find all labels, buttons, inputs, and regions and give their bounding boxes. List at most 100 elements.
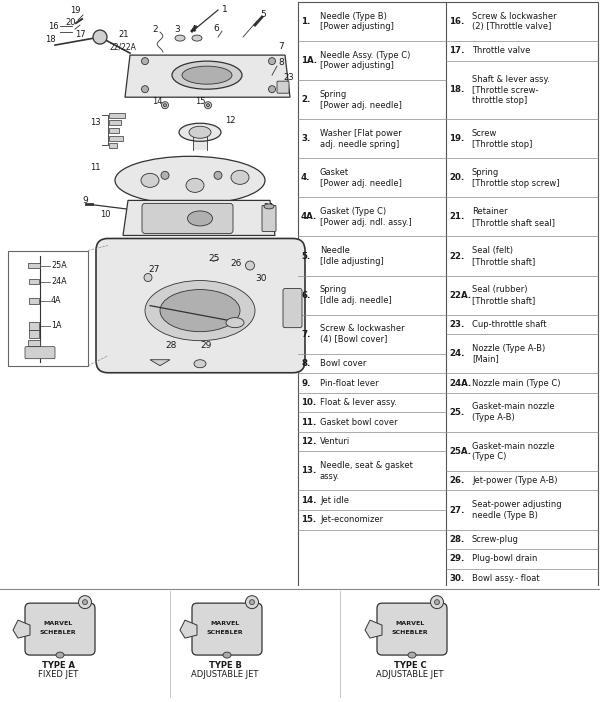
- FancyBboxPatch shape: [377, 603, 447, 655]
- Ellipse shape: [161, 102, 169, 109]
- FancyBboxPatch shape: [25, 603, 95, 655]
- Text: 22.: 22.: [449, 251, 464, 260]
- Text: Needle, seat & gasket
assy.: Needle, seat & gasket assy.: [320, 461, 413, 481]
- Text: 19: 19: [70, 6, 80, 15]
- Ellipse shape: [187, 211, 212, 226]
- Ellipse shape: [245, 596, 259, 609]
- Text: Gasket bowl cover: Gasket bowl cover: [320, 418, 398, 427]
- Text: Jet idle: Jet idle: [320, 496, 349, 505]
- Text: Washer [Flat power
adj. needle spring]: Washer [Flat power adj. needle spring]: [320, 129, 402, 149]
- Text: 12.: 12.: [301, 437, 316, 446]
- Ellipse shape: [192, 35, 202, 41]
- Ellipse shape: [250, 600, 254, 604]
- Text: Screw
[Throttle stop]: Screw [Throttle stop]: [472, 129, 532, 149]
- Text: Retainer
[Throttle shaft seal]: Retainer [Throttle shaft seal]: [472, 207, 555, 227]
- Text: 3.: 3.: [301, 134, 310, 143]
- Bar: [28, 340, 40, 345]
- Bar: [29, 298, 39, 303]
- Text: 17.: 17.: [449, 46, 464, 55]
- Ellipse shape: [223, 652, 231, 658]
- Text: 1A.: 1A.: [301, 56, 317, 65]
- Ellipse shape: [269, 58, 275, 65]
- Text: Gasket-main nozzle
(Type C): Gasket-main nozzle (Type C): [472, 442, 554, 461]
- Ellipse shape: [142, 58, 149, 65]
- Text: Gasket
[Power adj. needle]: Gasket [Power adj. needle]: [320, 168, 402, 187]
- Text: Spring
[Idle adj. needle]: Spring [Idle adj. needle]: [320, 285, 392, 305]
- Text: Nozzle main (Type C): Nozzle main (Type C): [472, 378, 560, 388]
- Text: 20: 20: [65, 18, 76, 27]
- Text: 1: 1: [222, 4, 228, 13]
- Text: Jet-power (Type A-B): Jet-power (Type A-B): [472, 476, 557, 485]
- Text: 15.: 15.: [301, 515, 316, 524]
- Text: 29: 29: [200, 340, 211, 350]
- Ellipse shape: [408, 652, 416, 658]
- Text: 16.: 16.: [449, 17, 464, 26]
- Text: 10.: 10.: [301, 398, 316, 407]
- Text: 18: 18: [45, 35, 56, 44]
- Ellipse shape: [245, 261, 254, 270]
- FancyBboxPatch shape: [142, 204, 233, 234]
- Text: 11: 11: [90, 164, 101, 172]
- Text: Seat-power adjusting
needle (Type B): Seat-power adjusting needle (Type B): [472, 500, 562, 520]
- Bar: [109, 113, 125, 118]
- Text: 2: 2: [152, 25, 158, 34]
- Text: 26: 26: [230, 258, 241, 267]
- Text: 4A.: 4A.: [301, 213, 317, 221]
- Bar: [29, 322, 39, 330]
- Text: 28: 28: [165, 340, 176, 350]
- Ellipse shape: [179, 124, 221, 141]
- Text: 25A: 25A: [51, 261, 67, 270]
- Ellipse shape: [182, 66, 232, 84]
- Text: 24A: 24A: [51, 277, 67, 286]
- Ellipse shape: [231, 171, 249, 185]
- Text: 6: 6: [213, 24, 219, 33]
- Text: 10: 10: [100, 211, 110, 220]
- Polygon shape: [125, 55, 290, 97]
- Text: SCHEBLER: SCHEBLER: [392, 630, 428, 635]
- Ellipse shape: [186, 178, 204, 192]
- Ellipse shape: [205, 102, 212, 109]
- Text: 20.: 20.: [449, 173, 464, 183]
- Text: Bowl cover: Bowl cover: [320, 359, 367, 368]
- Text: TYPE B: TYPE B: [209, 661, 241, 670]
- Polygon shape: [365, 620, 382, 638]
- Text: 26.: 26.: [449, 476, 464, 485]
- Text: Plug-bowl drain: Plug-bowl drain: [472, 555, 538, 564]
- Ellipse shape: [175, 35, 185, 41]
- Text: 14.: 14.: [301, 496, 317, 505]
- Text: SCHEBLER: SCHEBLER: [40, 630, 76, 635]
- Text: Screw-plug: Screw-plug: [472, 535, 519, 544]
- Text: Cup-throttle shaft: Cup-throttle shaft: [472, 320, 547, 329]
- Text: 23.: 23.: [449, 320, 464, 329]
- Bar: [109, 128, 119, 133]
- Ellipse shape: [144, 274, 152, 282]
- Ellipse shape: [142, 86, 149, 93]
- Text: 28.: 28.: [449, 535, 464, 544]
- Text: 25: 25: [208, 253, 220, 263]
- Text: 23: 23: [283, 73, 293, 82]
- Text: 2.: 2.: [301, 95, 310, 104]
- Text: Gasket-main nozzle
(Type A-B): Gasket-main nozzle (Type A-B): [472, 402, 554, 422]
- Text: MARVEL: MARVEL: [43, 621, 73, 626]
- FancyBboxPatch shape: [192, 603, 262, 655]
- Ellipse shape: [83, 600, 88, 604]
- Text: TYPE A: TYPE A: [41, 661, 74, 670]
- Text: 29.: 29.: [449, 555, 464, 564]
- Text: 25.: 25.: [449, 408, 464, 417]
- Bar: [28, 263, 40, 267]
- Text: Screw & lockwasher
(4) [Bowl cover]: Screw & lockwasher (4) [Bowl cover]: [320, 324, 404, 344]
- Ellipse shape: [189, 126, 211, 138]
- Bar: [109, 136, 123, 141]
- Text: 30.: 30.: [449, 574, 464, 583]
- Text: 7: 7: [278, 42, 284, 51]
- Text: Spring
[Throttle stop screw]: Spring [Throttle stop screw]: [472, 168, 560, 187]
- Bar: [8, 251, 88, 366]
- Ellipse shape: [93, 30, 107, 44]
- Ellipse shape: [431, 596, 443, 609]
- Text: Needle (Type B)
[Power adjusting]: Needle (Type B) [Power adjusting]: [320, 12, 394, 32]
- Ellipse shape: [194, 359, 206, 368]
- Text: 24.: 24.: [449, 349, 464, 358]
- Ellipse shape: [160, 290, 240, 331]
- Polygon shape: [13, 620, 30, 638]
- Text: 9: 9: [82, 197, 88, 206]
